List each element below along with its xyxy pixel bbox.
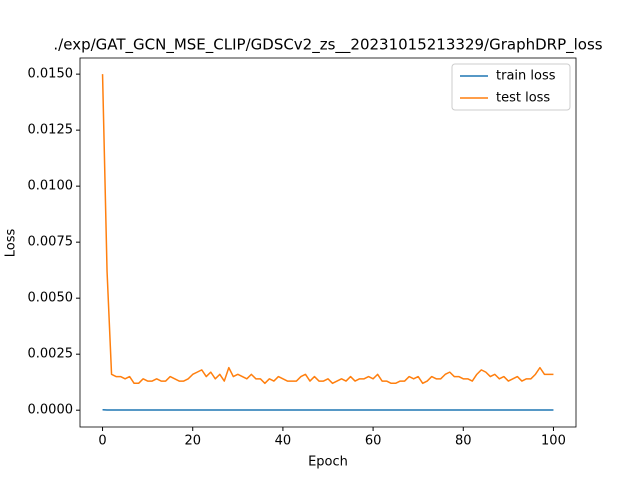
y-tick-label: 0.0075 [28, 235, 74, 250]
x-tick-label: 20 [184, 434, 201, 449]
x-tick-label: 60 [365, 434, 382, 449]
y-tick-label: 0.0050 [28, 291, 74, 306]
y-tick-label: 0.0100 [28, 179, 74, 194]
legend-label: train loss [496, 69, 556, 84]
y-axis-label: Loss [4, 229, 19, 258]
x-tick-label: 80 [455, 434, 472, 449]
x-tick-label: 40 [275, 434, 292, 449]
x-tick-label: 0 [98, 434, 106, 449]
x-axis-label: Epoch [308, 455, 348, 470]
chart-title: ./exp/GAT_GCN_MSE_CLIP/GDSCv2_zs__202310… [53, 36, 602, 55]
y-tick-label: 0.0150 [28, 67, 74, 82]
y-tick-label: 0.0000 [28, 403, 74, 418]
line-series [101, 74, 554, 385]
legend-label: test loss [496, 91, 550, 106]
x-tick-label: 100 [541, 434, 566, 449]
axes-frame [79, 57, 577, 428]
y-tick-label: 0.0025 [28, 347, 74, 362]
y-tick-label: 0.0125 [28, 123, 74, 138]
